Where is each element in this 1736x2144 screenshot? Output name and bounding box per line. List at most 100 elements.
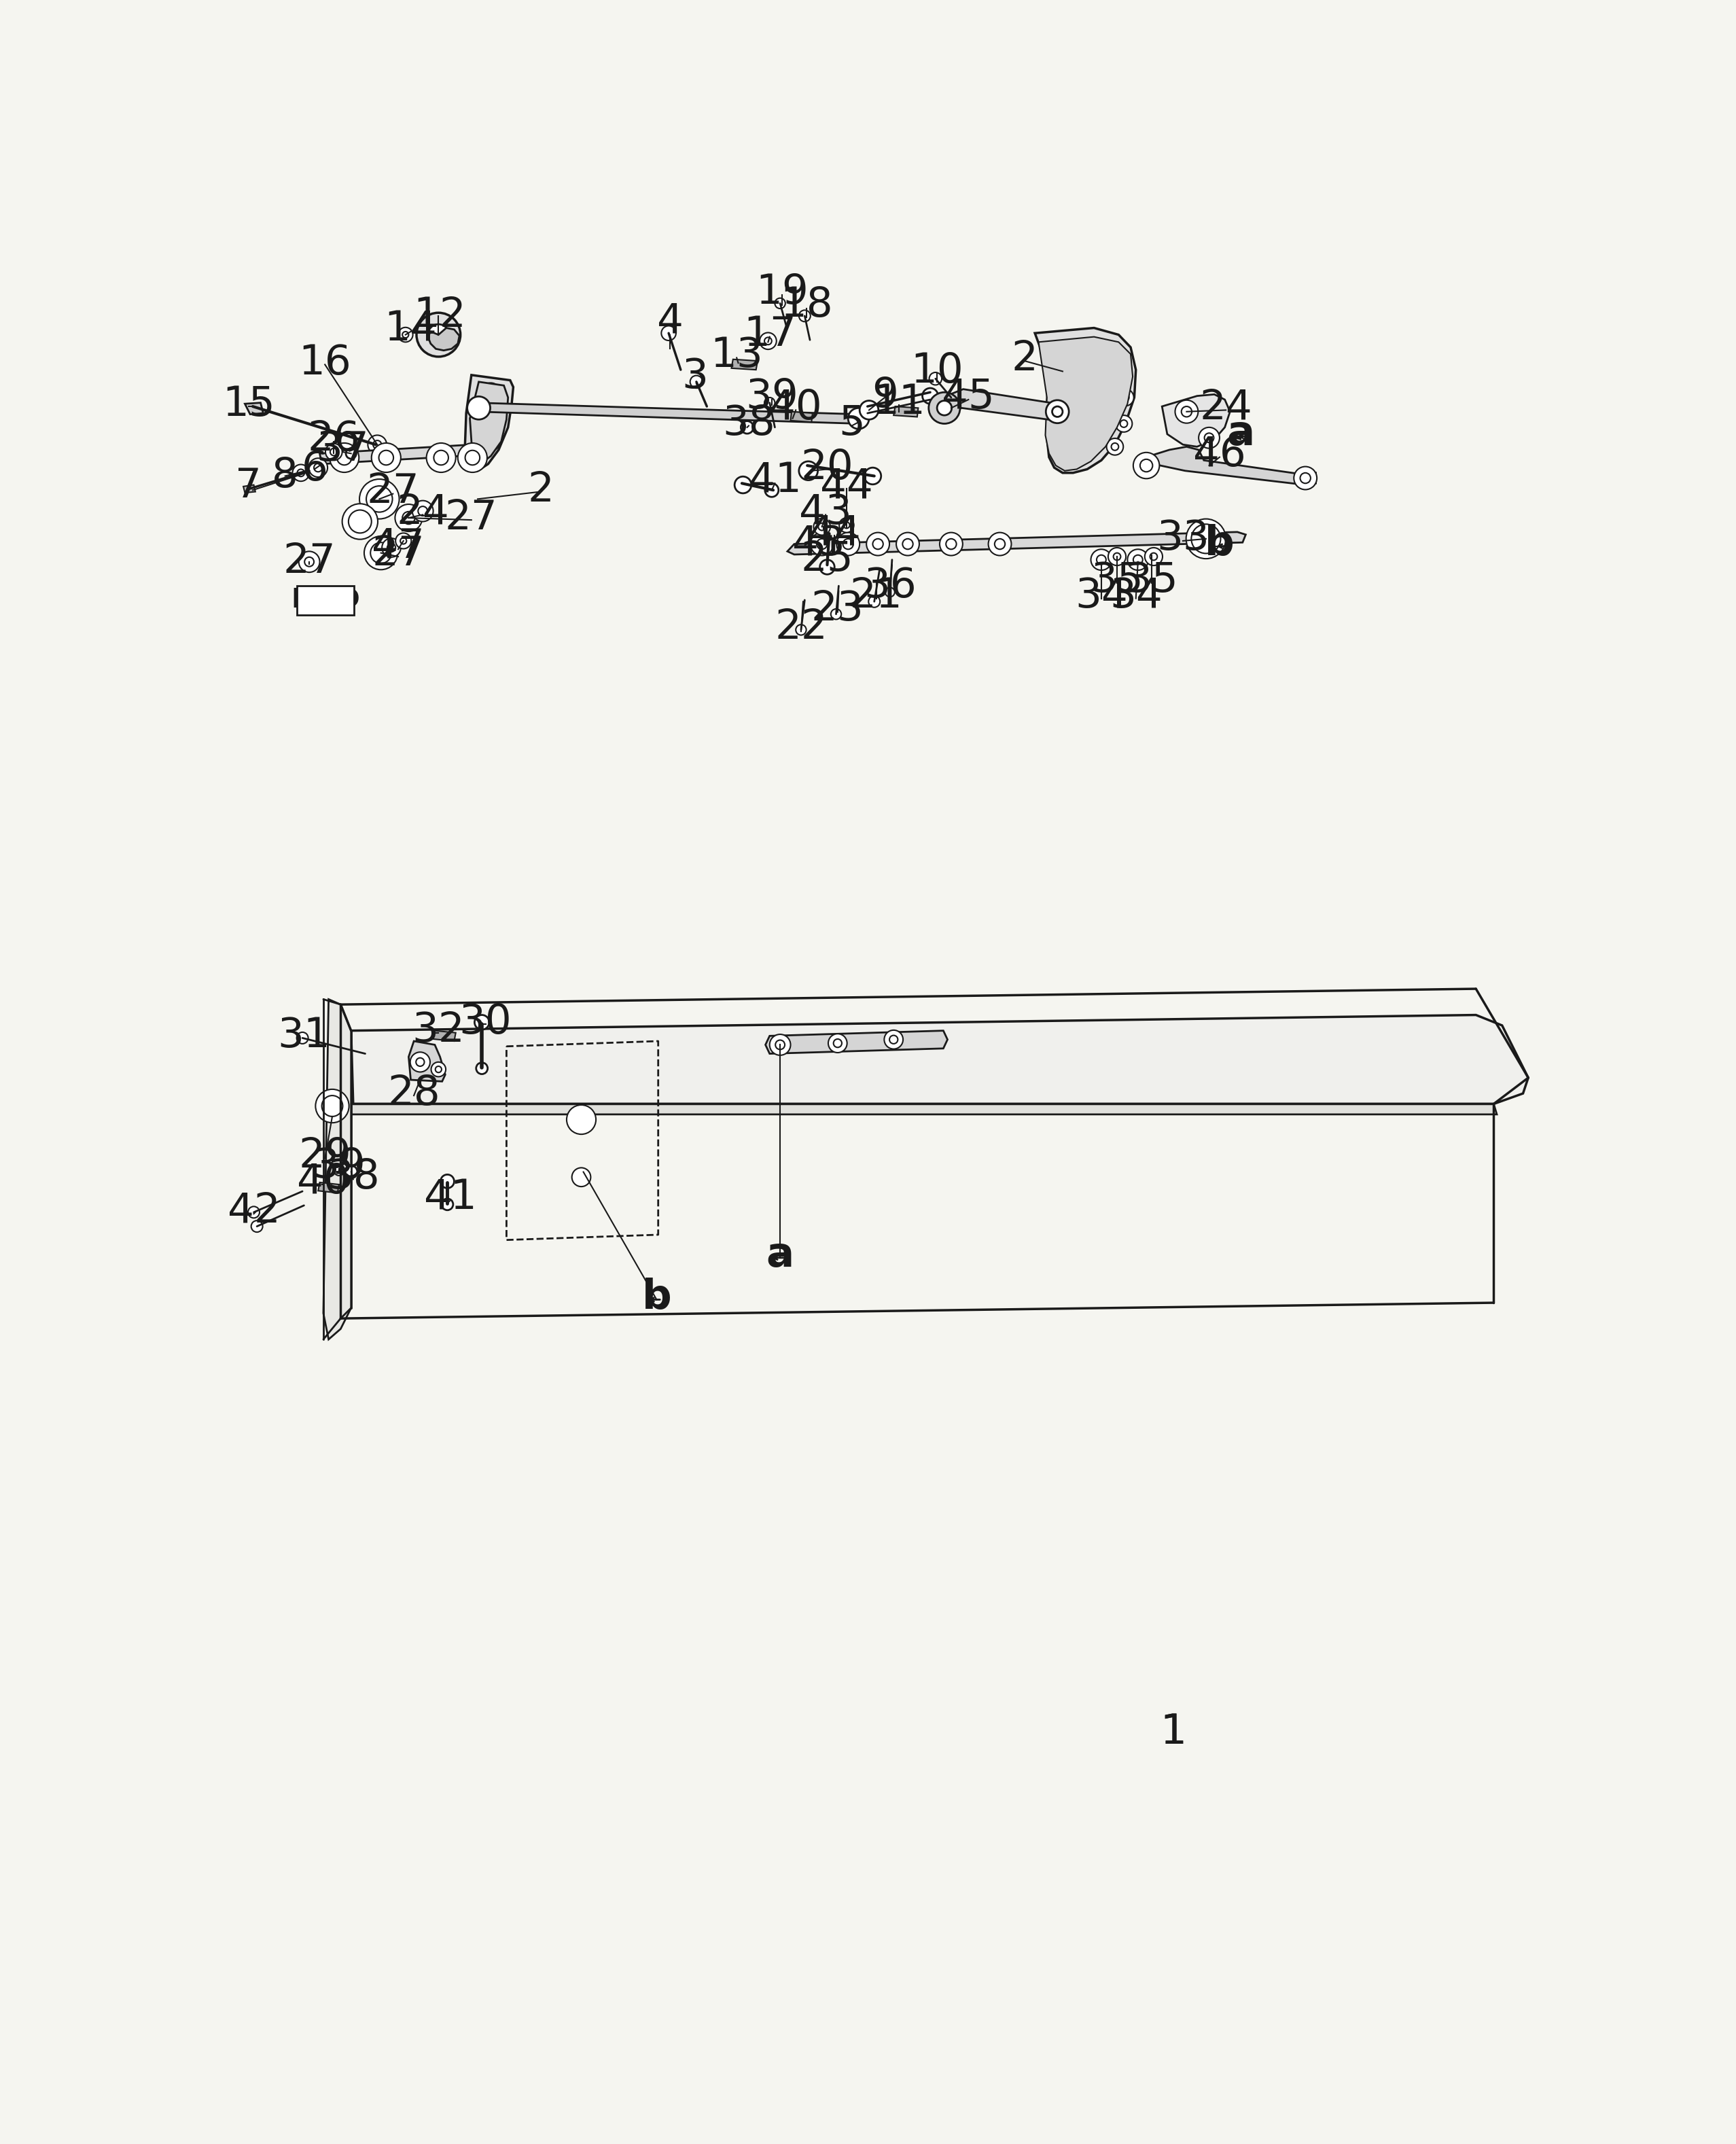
Circle shape [929,373,941,386]
Circle shape [382,538,401,557]
Text: 34: 34 [1075,577,1128,615]
Circle shape [819,560,835,575]
Text: a: a [1227,414,1255,455]
Text: a: a [766,1235,793,1276]
Circle shape [741,420,753,433]
Circle shape [566,1104,595,1134]
Text: 41: 41 [424,1177,477,1218]
Text: 41: 41 [748,461,802,502]
Circle shape [995,538,1005,549]
Circle shape [481,407,500,427]
Circle shape [896,532,920,555]
Circle shape [349,510,372,534]
Circle shape [1144,547,1163,566]
Circle shape [884,1029,903,1048]
Circle shape [387,542,396,551]
Text: 26: 26 [307,420,361,459]
Circle shape [325,444,342,461]
Circle shape [1300,474,1311,482]
Circle shape [333,1164,344,1175]
Text: 31: 31 [278,1016,330,1057]
Polygon shape [408,1042,444,1081]
Circle shape [330,448,337,455]
Text: 34: 34 [1109,577,1163,615]
Circle shape [903,538,913,549]
Circle shape [467,397,490,420]
Text: b: b [642,1278,672,1319]
Circle shape [328,1102,337,1111]
Circle shape [849,407,870,429]
Circle shape [838,519,854,532]
Circle shape [844,521,849,527]
Text: 2: 2 [1010,339,1038,379]
Circle shape [1121,394,1128,401]
Circle shape [248,1207,260,1218]
Circle shape [398,328,413,343]
Circle shape [354,517,365,527]
Text: 7: 7 [236,467,262,506]
Circle shape [776,1040,785,1051]
Circle shape [297,470,304,476]
Text: FWD: FWD [292,587,359,613]
Text: 12: 12 [413,296,467,337]
Circle shape [828,1033,847,1053]
Circle shape [1087,343,1094,352]
Circle shape [799,461,818,480]
Circle shape [946,538,957,549]
Circle shape [481,384,500,401]
Circle shape [1141,459,1153,472]
Text: 33: 33 [1156,519,1210,560]
Circle shape [366,487,392,512]
Text: 29: 29 [299,1136,351,1177]
Text: 30: 30 [460,1001,512,1042]
Text: 23: 23 [811,590,865,628]
Circle shape [474,1014,490,1029]
Text: 38: 38 [326,1158,380,1196]
Text: 9: 9 [871,375,898,416]
Polygon shape [472,403,865,425]
Text: 14: 14 [384,309,437,349]
Circle shape [373,493,385,506]
Circle shape [372,444,401,472]
Polygon shape [1038,337,1132,472]
Circle shape [434,450,448,465]
Text: 32: 32 [411,1010,465,1051]
Polygon shape [1035,328,1135,474]
Text: 1: 1 [1160,1713,1187,1754]
Polygon shape [243,485,255,493]
Circle shape [868,596,880,607]
Circle shape [814,519,830,536]
Text: 5: 5 [838,403,865,444]
Circle shape [431,1061,446,1076]
Circle shape [486,437,495,446]
Circle shape [359,478,399,519]
Circle shape [1106,437,1123,455]
Circle shape [403,512,415,523]
Text: 42: 42 [227,1190,279,1231]
Circle shape [1175,401,1198,422]
Text: 13: 13 [710,337,764,375]
Circle shape [297,1031,309,1044]
Circle shape [859,401,878,420]
Text: 21: 21 [851,577,903,615]
Text: 18: 18 [779,285,833,326]
Circle shape [366,487,392,512]
Circle shape [1198,427,1220,448]
Circle shape [774,298,785,309]
Circle shape [403,332,408,339]
Circle shape [436,1066,441,1072]
Circle shape [1186,519,1226,560]
Text: 6: 6 [302,448,328,489]
Circle shape [885,587,894,596]
Circle shape [349,510,372,534]
Text: 40: 40 [769,388,823,429]
Circle shape [418,506,427,517]
Circle shape [795,624,806,635]
Text: 39: 39 [312,1147,366,1188]
Text: 27: 27 [366,472,420,512]
Text: 39: 39 [745,377,799,418]
Circle shape [1198,532,1213,547]
Circle shape [396,504,422,532]
Circle shape [811,532,833,555]
Polygon shape [894,407,918,416]
